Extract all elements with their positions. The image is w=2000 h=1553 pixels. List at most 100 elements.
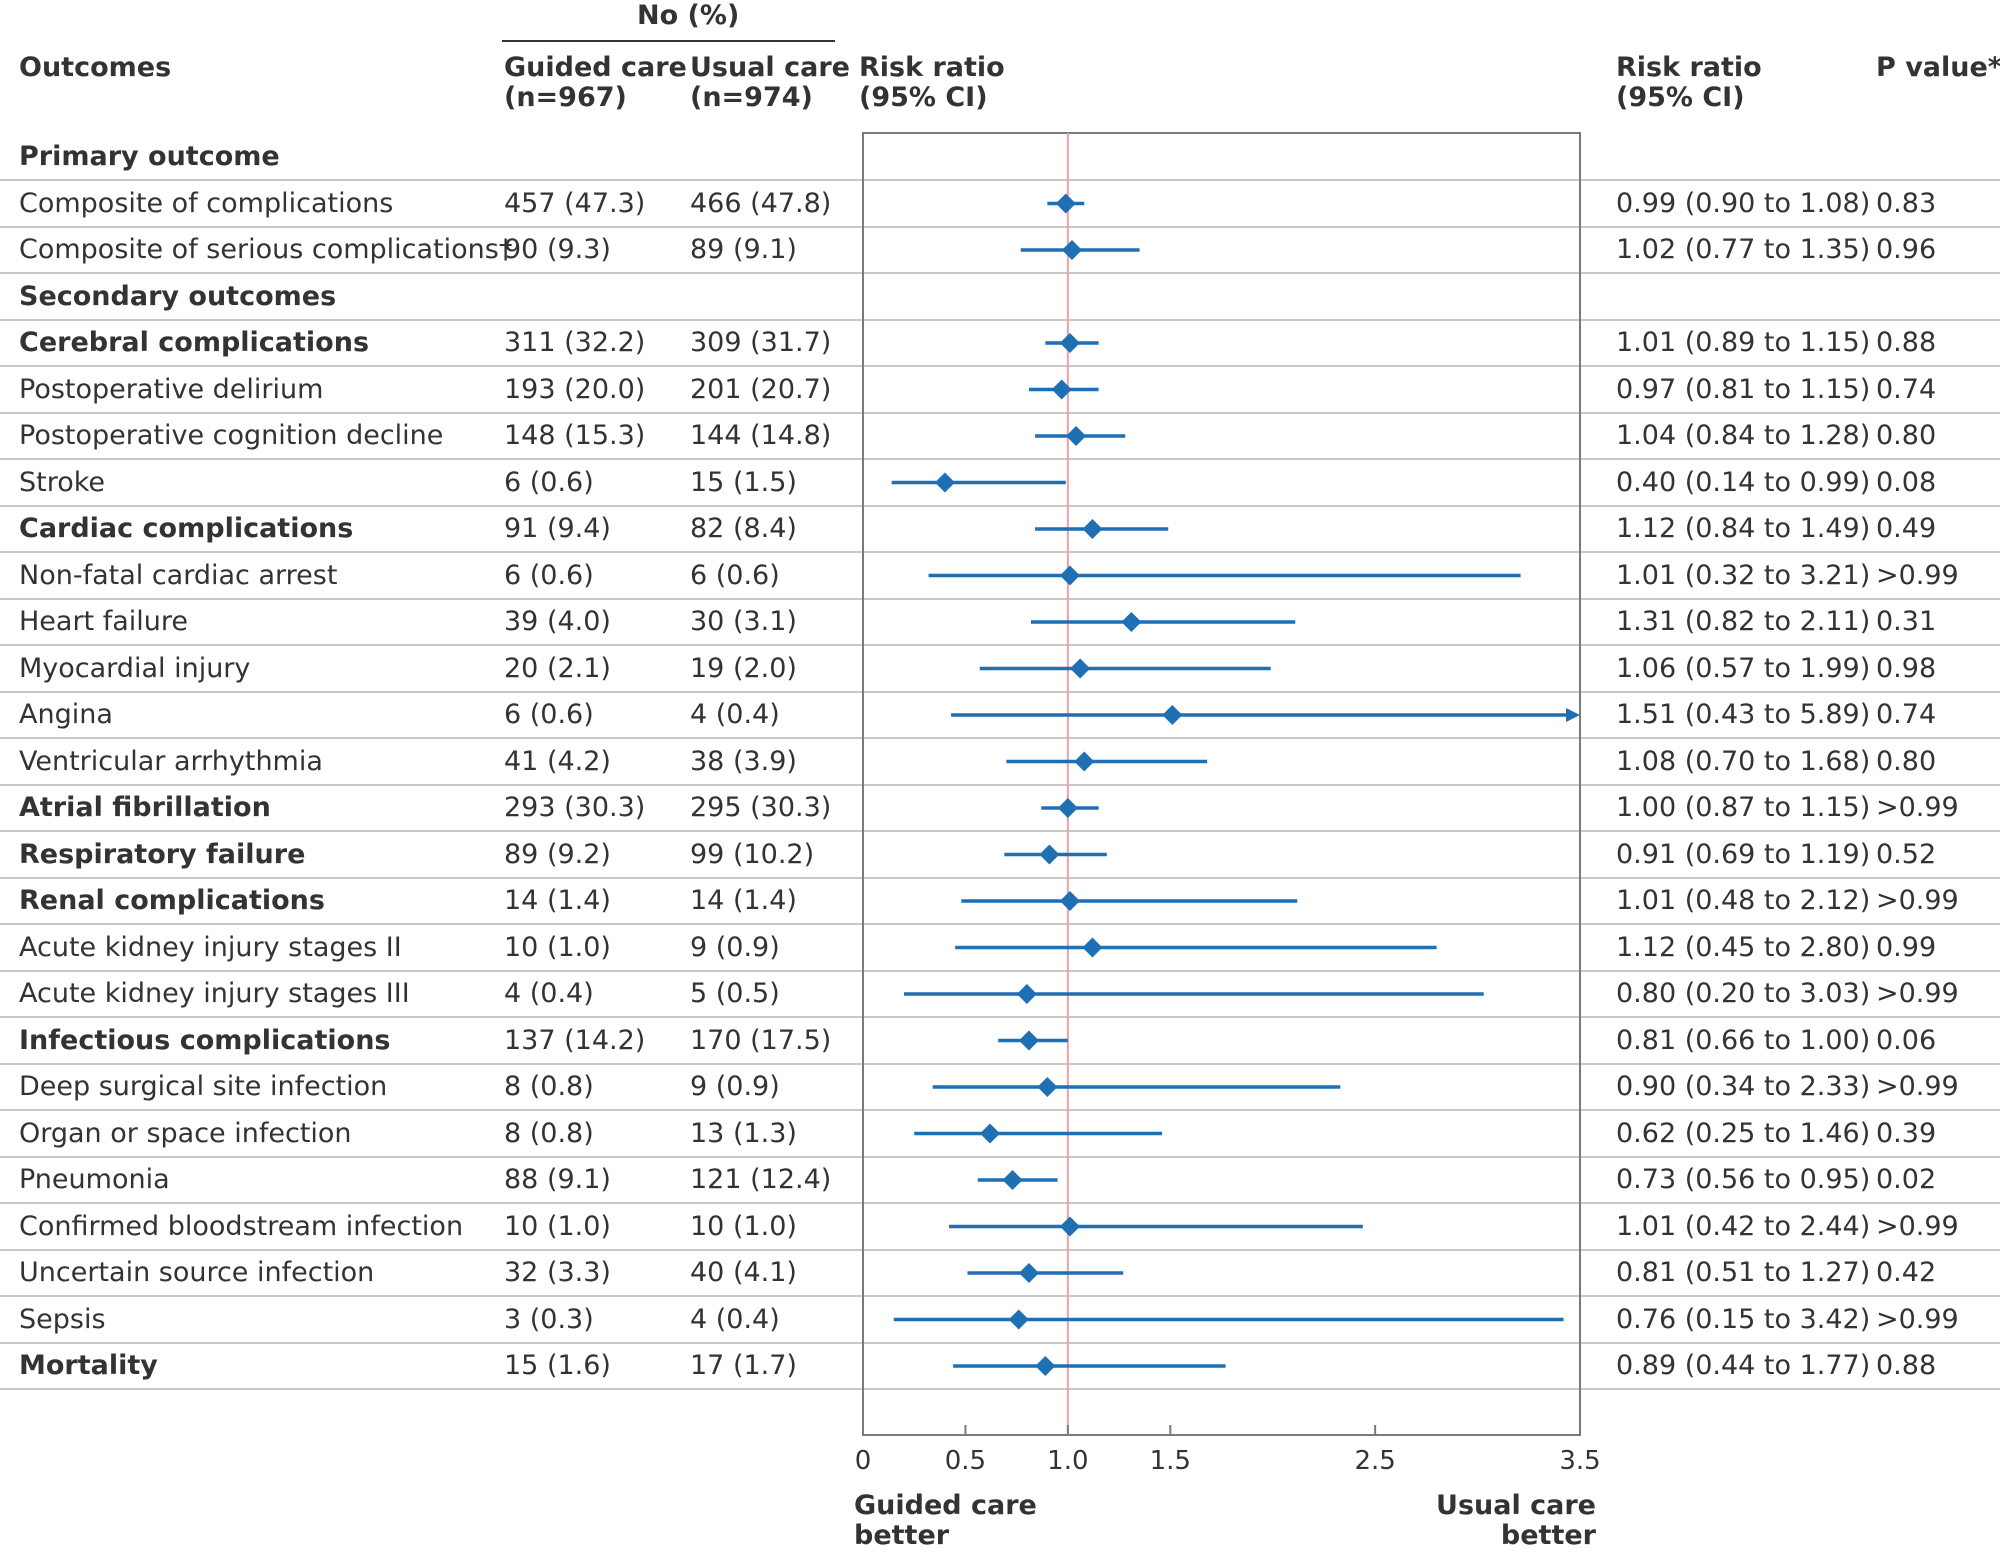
outcome-label: Cerebral complications — [19, 327, 370, 358]
guided-care-count: 41 (4.2) — [504, 745, 611, 777]
outcome-label: Postoperative delirium — [19, 373, 324, 405]
row-separator — [0, 504, 2000, 507]
usual-care-count: 82 (8.4) — [690, 513, 797, 544]
usual-care-count: 89 (9.1) — [690, 234, 797, 265]
row-separator — [0, 365, 2000, 368]
point-estimate-diamond — [1162, 705, 1183, 725]
usual-care-count: 170 (17.5) — [690, 1024, 832, 1056]
risk-ratio-text: 1.04 (0.84 to 1.28) — [1616, 420, 1871, 451]
outcome-label: Composite of serious complications† — [19, 234, 513, 265]
guided-care-count: 193 (20.0) — [504, 373, 646, 405]
table-row: Deep surgical site infection 8 (0.8) 9 (0.… — [0, 1064, 2000, 1110]
usual-care-count: 9 (0.9) — [690, 1071, 780, 1102]
p-value: 0.74 — [1876, 373, 1937, 405]
outcome-label: Uncertain source infection — [19, 1257, 375, 1288]
x-tick-label: 1.5 — [1150, 1446, 1191, 1476]
risk-ratio-text: 0.91 (0.69 to 1.19) — [1616, 838, 1871, 870]
guided-care-count: 457 (47.3) — [504, 187, 646, 219]
risk-ratio-text: 0.97 (0.81 to 1.15) — [1616, 373, 1871, 405]
usual-care-count: 4 (0.4) — [690, 699, 780, 730]
point-estimate-diamond — [1059, 1216, 1080, 1237]
point-estimate-diamond — [1082, 519, 1103, 539]
row-separator — [0, 783, 2000, 786]
section-label: Secondary outcomes — [19, 280, 337, 312]
point-estimate-diamond — [1061, 240, 1082, 260]
p-value: 0.31 — [1876, 606, 1937, 637]
risk-ratio-text: 1.01 (0.48 to 2.12) — [1616, 885, 1871, 916]
outcome-label: Stroke — [19, 466, 106, 498]
outcome-label: Non-fatal cardiac arrest — [19, 559, 338, 591]
table-row: Postoperative delirium 193 (20.0) 201 (20.… — [0, 367, 2000, 413]
risk-ratio-text: 1.12 (0.84 to 1.49) — [1616, 513, 1871, 544]
usual-care-count: 19 (2.0) — [690, 652, 797, 684]
outcome-label: Renal complications — [19, 885, 325, 916]
p-value: 0.88 — [1876, 1350, 1937, 1381]
table-row: Mortality 15 (1.6) 17 (1.7) 0.89 (0.44 to 1… — [0, 1343, 2000, 1389]
point-estimate-diamond — [1121, 612, 1142, 632]
guided-care-count: 8 (0.8) — [504, 1117, 594, 1149]
p-value: 0.98 — [1876, 652, 1937, 684]
header-plot-ci: (95% CI) — [859, 82, 988, 113]
guided-care-count: 91 (9.4) — [504, 513, 611, 544]
row-separator — [0, 1295, 2000, 1298]
p-value: 0.80 — [1876, 420, 1937, 451]
header-risk-ratio-ci: (95% CI) — [1616, 82, 1745, 113]
guided-care-count: 6 (0.6) — [504, 466, 594, 498]
point-estimate-diamond — [1082, 937, 1103, 958]
row-separator — [0, 318, 2000, 321]
group-header-underline — [502, 40, 835, 42]
point-estimate-diamond — [1059, 891, 1080, 911]
table-row: Non-fatal cardiac arrest 6 (0.6) 6 (0.6) 1.… — [0, 553, 2000, 599]
point-estimate-diamond — [1035, 1356, 1056, 1376]
risk-ratio-text: 1.01 (0.32 to 3.21) — [1616, 559, 1871, 591]
ci-arrow-head — [1566, 708, 1580, 722]
guided-care-count: 8 (0.8) — [504, 1071, 594, 1102]
table-row: Confirmed bloodstream infection 10 (1.0) 1… — [0, 1204, 2000, 1250]
table-row: Renal complications 14 (1.4) 14 (1.4) 1.01 … — [0, 878, 2000, 924]
table-row: Composite of complications 457 (47.3) 466 … — [0, 181, 2000, 227]
point-estimate-diamond — [1070, 658, 1091, 679]
table-row: Heart failure 39 (4.0) 30 (3.1) 1.31 (0.82 … — [0, 599, 2000, 645]
p-value: 0.88 — [1876, 327, 1937, 358]
point-estimate-diamond — [1002, 1170, 1023, 1190]
point-estimate-diamond — [1055, 193, 1076, 214]
x-tick-label: 0.5 — [945, 1446, 986, 1476]
outcome-label: Heart failure — [19, 606, 189, 637]
x-tick-label: 3.5 — [1559, 1446, 1600, 1476]
risk-ratio-text: 1.08 (0.70 to 1.68) — [1616, 745, 1871, 777]
table-row: Respiratory failure 89 (9.2) 99 (10.2) 0.91… — [0, 832, 2000, 878]
guided-care-count: 293 (30.3) — [504, 792, 646, 823]
usual-care-count: 5 (0.5) — [690, 978, 780, 1009]
p-value: 0.02 — [1876, 1164, 1937, 1195]
p-value: 0.08 — [1876, 466, 1937, 498]
point-estimate-diamond — [1074, 751, 1095, 772]
usual-care-count: 17 (1.7) — [690, 1350, 797, 1381]
risk-ratio-text: 1.01 (0.89 to 1.15) — [1616, 327, 1871, 358]
usual-care-count: 15 (1.5) — [690, 466, 797, 498]
table-row: Organ or space infection 8 (0.8) 13 (1.3) 0… — [0, 1111, 2000, 1157]
p-value: 0.80 — [1876, 745, 1937, 777]
usual-care-count: 10 (1.0) — [690, 1210, 797, 1242]
guided-care-count: 32 (3.3) — [504, 1257, 611, 1288]
row-separator — [0, 1388, 2000, 1391]
table-row: Cardiac complications 91 (9.4) 82 (8.4) 1.1… — [0, 506, 2000, 552]
risk-ratio-text: 1.01 (0.42 to 2.44) — [1616, 1210, 1871, 1242]
point-estimate-diamond — [1018, 1030, 1039, 1051]
guided-care-count: 20 (2.1) — [504, 652, 611, 684]
row-separator — [0, 690, 2000, 693]
usual-care-count: 38 (3.9) — [690, 745, 797, 777]
risk-ratio-text: 1.00 (0.87 to 1.15) — [1616, 792, 1871, 823]
x-tick-label: 2.5 — [1354, 1446, 1395, 1476]
outcome-label: Acute kidney injury stages III — [19, 978, 410, 1009]
outcome-label: Acute kidney injury stages II — [19, 931, 402, 963]
guided-care-count: 89 (9.2) — [504, 838, 611, 870]
usual-care-count: 99 (10.2) — [690, 838, 815, 870]
table-row: Myocardial injury 20 (2.1) 19 (2.0) 1.06 (0… — [0, 646, 2000, 692]
p-value: >0.99 — [1876, 1210, 1959, 1242]
usual-care-count: 30 (3.1) — [690, 606, 797, 637]
point-estimate-diamond — [1008, 1309, 1029, 1330]
risk-ratio-text: 0.89 (0.44 to 1.77) — [1616, 1350, 1871, 1381]
usual-care-count: 201 (20.7) — [690, 373, 832, 405]
outcome-label: Organ or space infection — [19, 1117, 352, 1149]
row-separator — [0, 272, 2000, 275]
